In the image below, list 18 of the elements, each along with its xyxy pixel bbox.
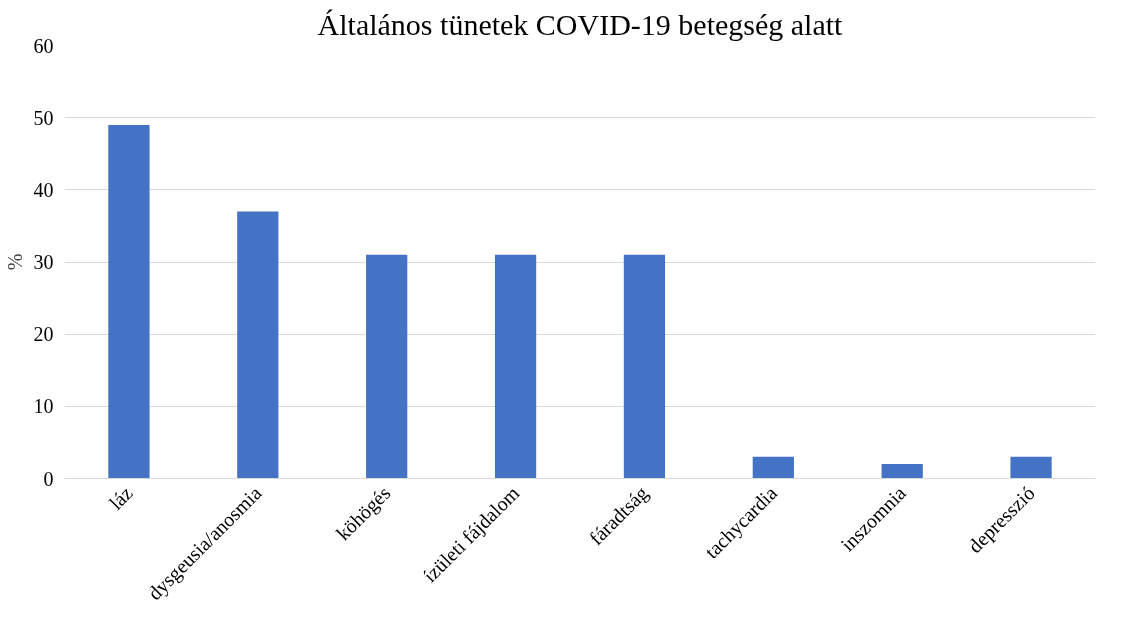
x-tick-label: láz xyxy=(104,481,137,514)
bar xyxy=(1010,456,1052,479)
bar xyxy=(366,254,408,479)
y-tick-label: 0 xyxy=(43,467,54,490)
y-tick-label: 60 xyxy=(33,34,54,57)
y-tick-label: 20 xyxy=(33,323,54,346)
bar xyxy=(237,211,279,479)
bar xyxy=(623,254,666,479)
y-axis-title: % xyxy=(3,253,26,271)
y-tick-label: 40 xyxy=(33,178,54,201)
y-tick-label: 50 xyxy=(33,106,54,129)
bar xyxy=(494,254,537,479)
chart-title: Általános tünetek COVID-19 betegség alatt xyxy=(317,7,844,41)
y-tick-label: 30 xyxy=(33,251,54,273)
bar xyxy=(108,124,150,479)
bar xyxy=(752,456,794,479)
bar xyxy=(881,464,923,479)
y-tick-label: 10 xyxy=(33,395,54,418)
